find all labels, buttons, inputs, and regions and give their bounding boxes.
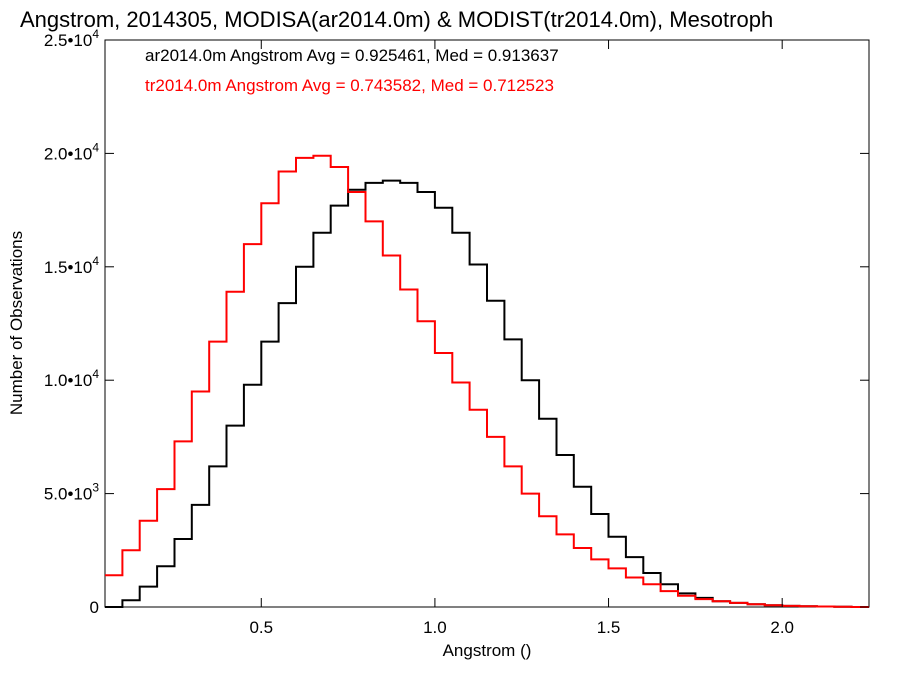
- x-tick-label: 1.5: [597, 618, 621, 637]
- x-tick-label: 2.0: [770, 618, 794, 637]
- y-axis-label: Number of Observations: [7, 231, 26, 415]
- x-tick-label: 1.0: [423, 618, 447, 637]
- chart-title: Angstrom, 2014305, MODISA(ar2014.0m) & M…: [20, 7, 773, 32]
- plot-frame: [104, 39, 870, 608]
- y-tick-mantissa: 2.0•10: [44, 144, 93, 163]
- tick-layer: 0.5 1.0 1.5 2.005.0•1031.0•1041.5•1042.0•10…: [44, 27, 869, 637]
- y-tick-mantissa: 1.0•10: [44, 371, 93, 390]
- series-stat-ar2014: ar2014.0m Angstrom Avg = 0.925461, Med =…: [145, 46, 559, 65]
- y-tick-label: 5.0•103: [44, 481, 100, 504]
- y-tick-exponent: 4: [92, 27, 99, 41]
- series-line-tr2014.0m: [105, 154, 869, 608]
- y-tick-mantissa: 1.5•10: [44, 258, 93, 277]
- series-line-ar2014.0m: [105, 179, 869, 608]
- series-layer: [105, 154, 869, 608]
- y-tick-label: 2.5•104: [44, 27, 100, 50]
- series-stat-tr2014: tr2014.0m Angstrom Avg = 0.743582, Med =…: [145, 76, 554, 95]
- y-tick-mantissa: 5.0•10: [44, 485, 93, 504]
- y-tick-label: 1.0•104: [44, 367, 100, 390]
- y-tick-mantissa: 2.5•10: [44, 31, 93, 50]
- y-tick-exponent: 4: [92, 367, 99, 381]
- x-axis-label: Angstrom (): [443, 641, 532, 660]
- y-tick-label: 1.5•104: [44, 254, 100, 277]
- y-tick-label: 0: [90, 598, 99, 617]
- y-tick-label: 2.0•104: [44, 140, 100, 163]
- y-tick-mantissa: 0: [90, 598, 99, 617]
- y-tick-exponent: 3: [92, 481, 99, 495]
- legend-stats: ar2014.0m Angstrom Avg = 0.925461, Med =…: [145, 46, 559, 95]
- x-tick-label: 0.5: [249, 618, 273, 637]
- y-tick-exponent: 4: [92, 140, 99, 154]
- y-tick-exponent: 4: [92, 254, 99, 268]
